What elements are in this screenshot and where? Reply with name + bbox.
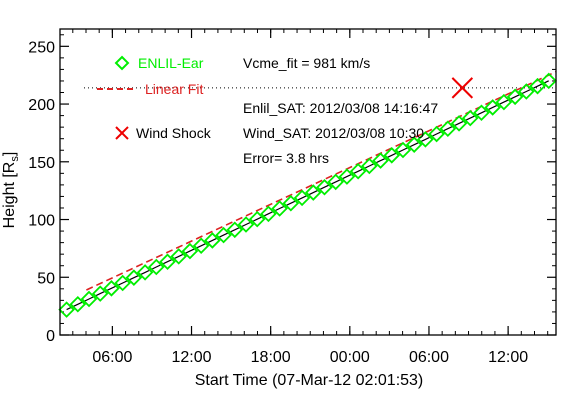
- enlil-point: [260, 205, 277, 223]
- enlil-point: [495, 93, 513, 111]
- enlil-point: [136, 264, 154, 281]
- enlil-point: [148, 258, 165, 276]
- x-tick-label: 18:00: [251, 349, 291, 366]
- enlil-point: [170, 248, 187, 265]
- x-tick-label: 12:00: [171, 349, 211, 366]
- plot-frame: [59, 28, 557, 336]
- enlil-point: [540, 72, 558, 90]
- enlil-point: [372, 152, 389, 169]
- enlil-point: [248, 210, 266, 228]
- enlil-point: [215, 226, 232, 244]
- legend: ENLIL-Ear Linear Fit Wind Shock: [97, 55, 212, 141]
- enlil-point: [428, 125, 445, 143]
- annotation-vcme: Vcme_fit = 981 km/s: [243, 55, 370, 71]
- legend-enlil-label: ENLIL-Ear: [138, 55, 204, 71]
- enlil-point: [316, 178, 333, 196]
- enlil-point: [125, 269, 143, 286]
- enlil-point: [159, 253, 176, 270]
- enlil-point: [305, 184, 322, 201]
- y-tick-label: 250: [28, 39, 55, 56]
- legend-diamond-icon: [114, 55, 130, 71]
- linear-fit-line: [86, 70, 557, 291]
- legend-fit-label: Linear Fit: [145, 81, 203, 97]
- enlil-point: [114, 274, 131, 292]
- x-axis-label: Start Time (07-Mar-12 02:01:53): [195, 372, 424, 389]
- y-tick-label: 0: [46, 328, 55, 345]
- y-tick-label: 50: [37, 270, 55, 287]
- legend-shock-label: Wind Shock: [136, 125, 212, 141]
- enlil-point: [237, 216, 255, 233]
- enlil-point: [518, 83, 535, 100]
- enlil-point: [69, 296, 87, 313]
- enlil-point: [529, 77, 546, 95]
- enlil-point: [181, 242, 199, 260]
- y-tick-label: 150: [28, 155, 55, 172]
- x-tick-label: 06:00: [409, 349, 449, 366]
- enlil-point: [394, 141, 412, 159]
- y-tick-label: 100: [28, 213, 55, 230]
- enlil-point: [293, 189, 311, 207]
- enlil-point: [417, 131, 434, 148]
- x-tick-label: 06:00: [92, 349, 132, 366]
- enlil-point: [327, 173, 344, 191]
- enlil-point: [338, 168, 356, 185]
- x-tick-label: 00:00: [330, 349, 370, 366]
- enlil-point: [226, 221, 244, 239]
- annotation-enlil-sat: Enlil_SAT: 2012/03/08 14:16:47: [243, 100, 438, 116]
- enlil-point: [192, 237, 210, 255]
- wind-shock-marker: [451, 77, 474, 99]
- enlil-point: [439, 120, 457, 137]
- x-tick-label: 12:00: [488, 349, 528, 366]
- enlil-point: [405, 136, 423, 153]
- enlil-point: [282, 194, 300, 212]
- annotation-wind-sat: Wind_SAT: 2012/03/08 10:30: [243, 125, 424, 141]
- enlil-point: [271, 200, 288, 217]
- enlil-point: [461, 109, 479, 127]
- enlil-point: [91, 285, 109, 302]
- enlil-point: [58, 301, 75, 318]
- enlil-point: [506, 88, 524, 106]
- enlil-point: [450, 115, 468, 132]
- legend-x-icon: [115, 126, 129, 140]
- enlil-point: [80, 290, 98, 308]
- enlil-point: [383, 147, 401, 164]
- enlil-point: [473, 104, 490, 122]
- enlil-point: [484, 99, 501, 116]
- y-tick-label: 200: [28, 97, 55, 114]
- enlil-point: [349, 163, 367, 180]
- annotation-error: Error= 3.8 hrs: [243, 150, 329, 166]
- y-axis-label: Height [Rs]: [1, 152, 21, 229]
- enlil-point: [204, 232, 221, 249]
- enlil-point: [361, 157, 378, 175]
- enlil-point: [103, 280, 120, 297]
